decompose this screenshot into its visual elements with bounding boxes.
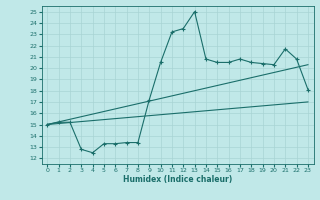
X-axis label: Humidex (Indice chaleur): Humidex (Indice chaleur) (123, 175, 232, 184)
